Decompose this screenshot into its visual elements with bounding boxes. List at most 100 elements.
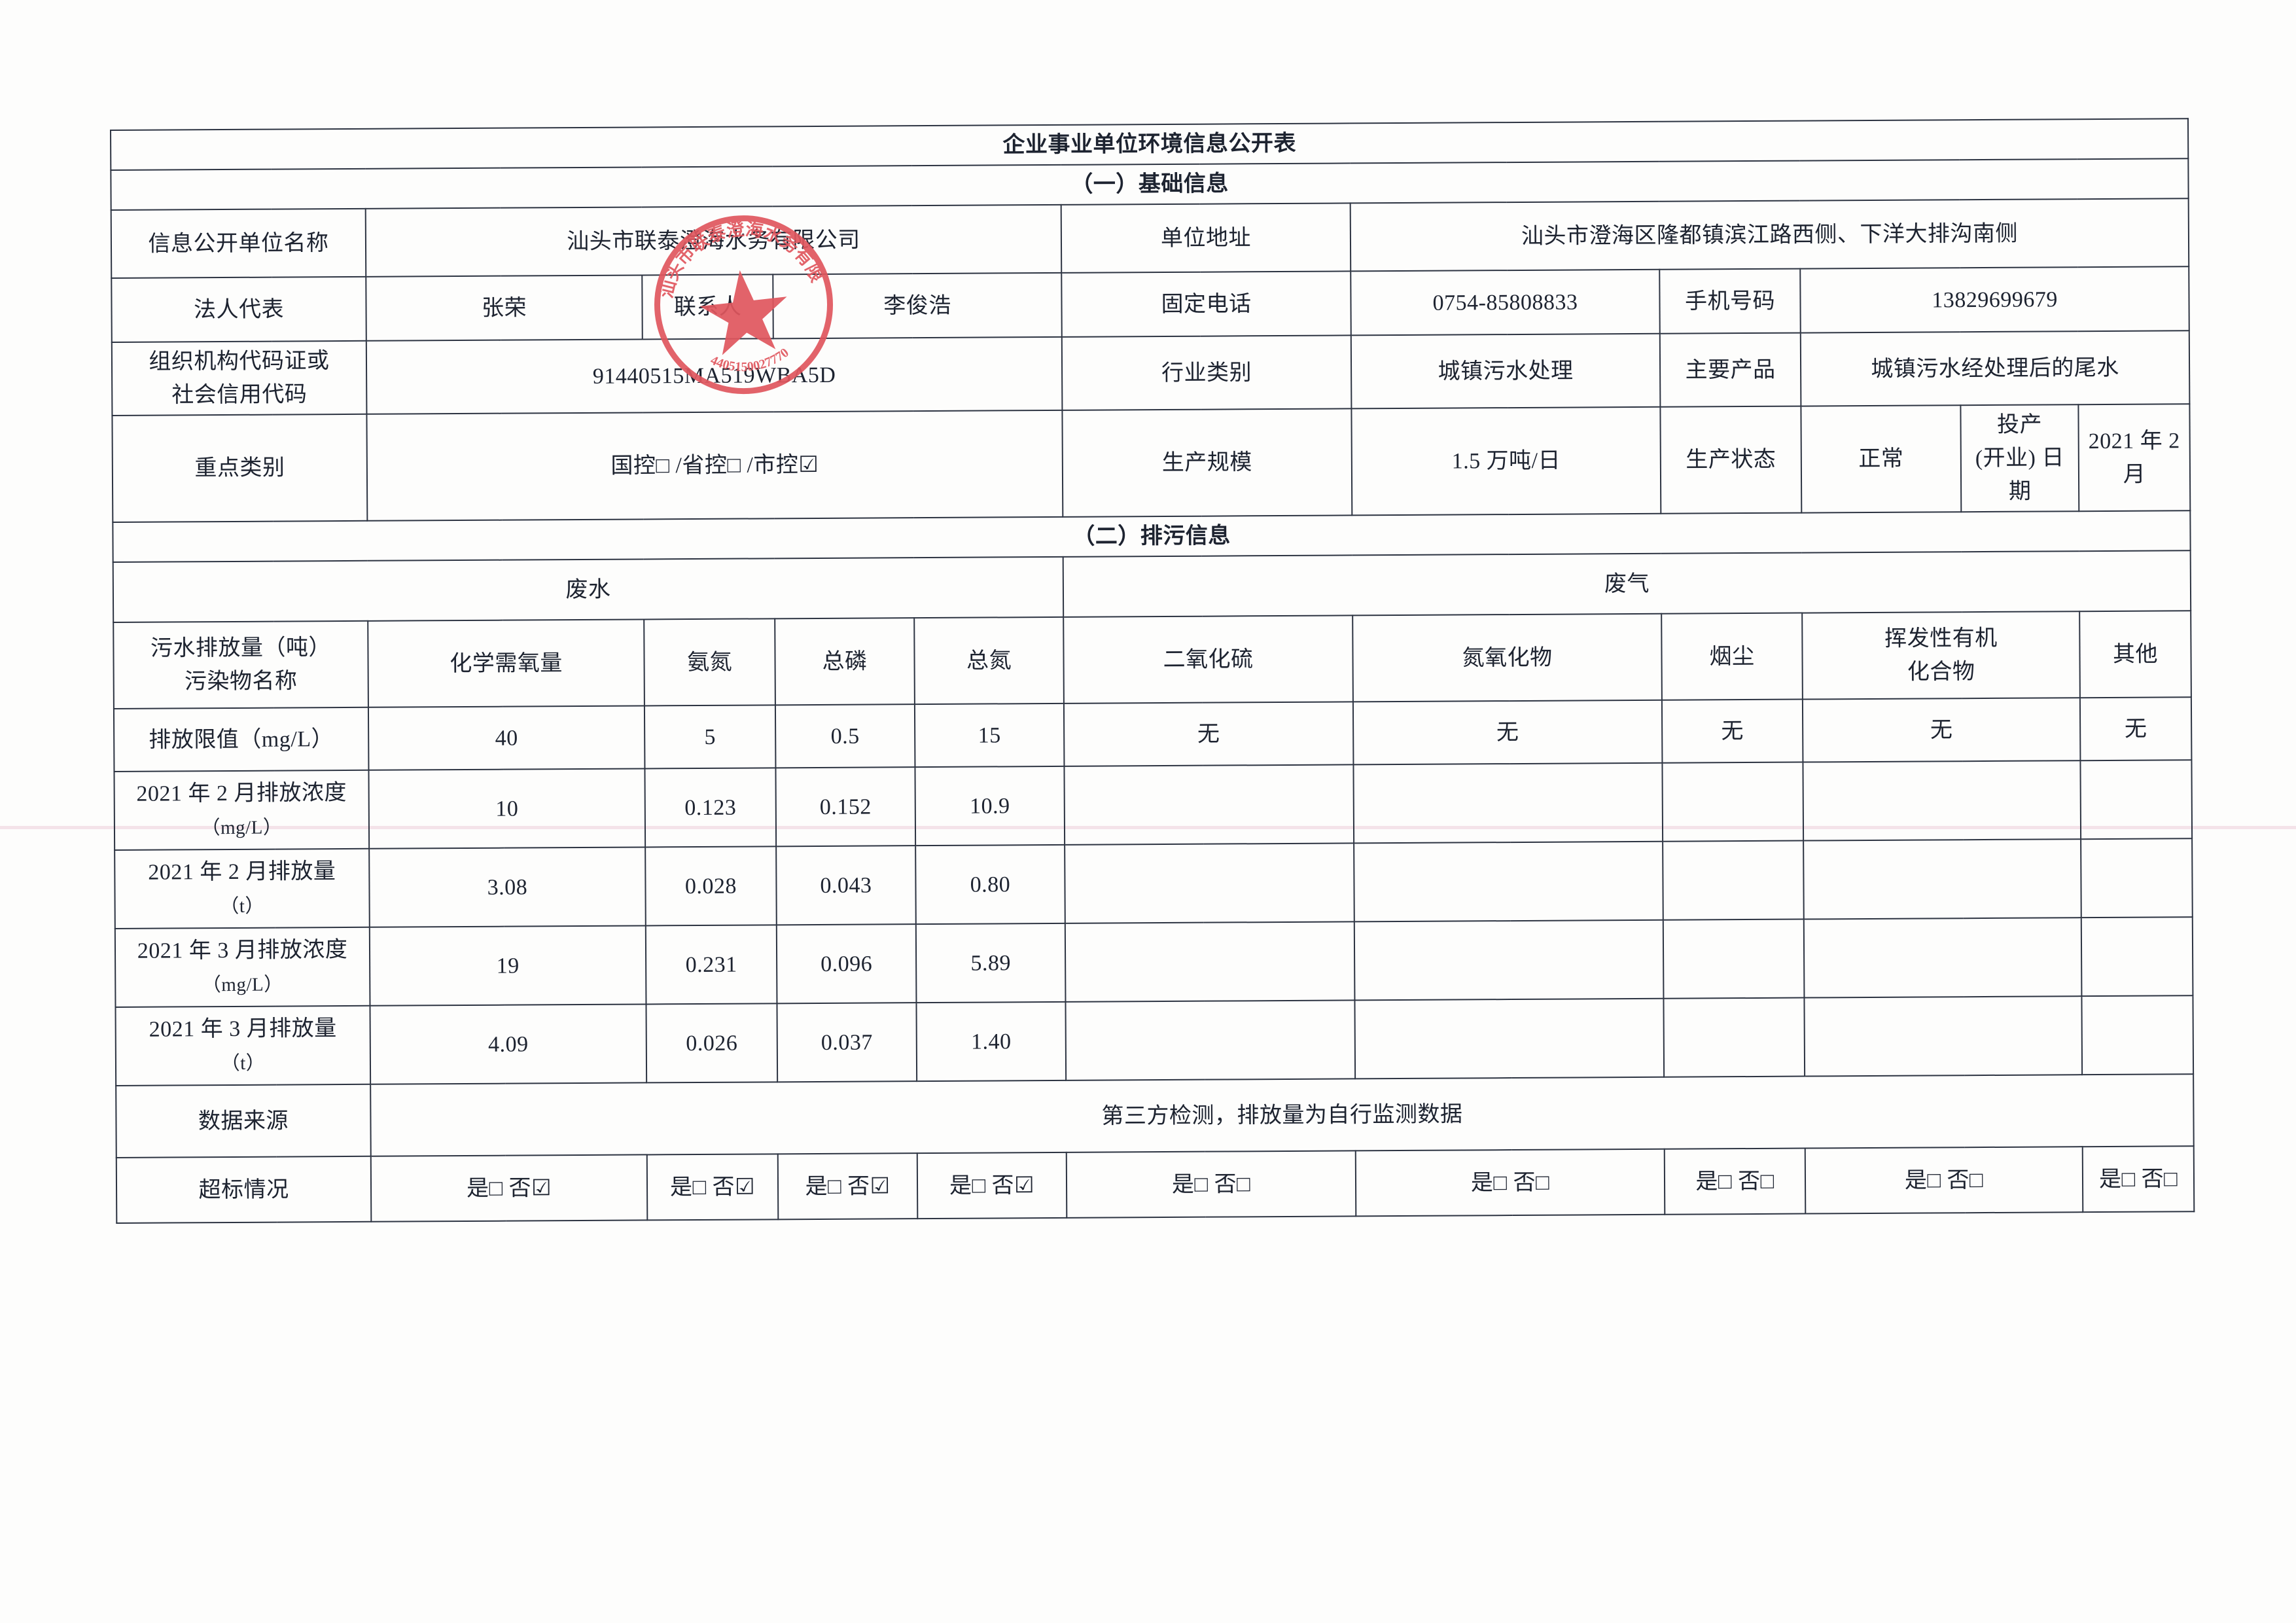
label-main-product: 主要产品 <box>1659 332 1801 407</box>
exceed-checkbox-voc[interactable]: 是□ 否□ <box>1805 1147 2083 1214</box>
header-corner-pollutant-name: 污水排放量（吨） 污染物名称 <box>113 620 368 709</box>
cell-value: 3.08 <box>369 847 646 927</box>
group-header-waste-gas: 废气 <box>1063 550 2191 617</box>
cell-value: 0.5 <box>775 704 915 768</box>
cell-value <box>2081 838 2193 918</box>
label-address: 单位地址 <box>1061 203 1351 273</box>
label-data-source: 数据来源 <box>116 1084 371 1158</box>
row-label-line1: 2021 年 2 月排放浓度 <box>136 780 347 806</box>
cell-value: 4.09 <box>370 1004 647 1084</box>
row-data-source: 数据来源 第三方检测，排放量为自行监测数据 <box>116 1074 2194 1158</box>
cell-value: 1.40 <box>916 1001 1067 1082</box>
cell-value <box>1354 841 1663 922</box>
cell-value <box>1662 762 1804 842</box>
cell-value: 0.80 <box>915 844 1065 925</box>
exceed-checkbox-total-nitrogen[interactable]: 是□ 否☑ <box>917 1152 1067 1219</box>
table-row: 2021 年 2 月排放浓度 （mg/L） 10 0.123 0.152 10.… <box>114 760 2193 850</box>
table-row: 排放限值（mg/L） 40 5 0.5 15 无 无 无 无 无 <box>113 697 2192 772</box>
label-contact: 联系人 <box>642 274 773 340</box>
cell-value: 0.026 <box>646 1003 778 1083</box>
label-startup-date-line2: (开业) 日期 <box>1975 446 2065 504</box>
exceed-checkbox-smoke-dust[interactable]: 是□ 否□ <box>1664 1148 1806 1215</box>
cell-value <box>1065 843 1354 923</box>
cell-value <box>1353 762 1663 844</box>
row-label-emission-limit: 排放限值（mg/L） <box>113 707 369 772</box>
header-col-ammonia-nitrogen: 氨氮 <box>644 618 775 706</box>
info-disclosure-sheet: 企业事业单位环境信息公开表 （一）基础信息 信息公开单位名称 汕头市联泰澄海水务… <box>110 118 2195 1224</box>
value-org-code: 91440515MA519WBA5D <box>366 336 1063 414</box>
exceed-checkbox-sulfur-dioxide[interactable]: 是□ 否□ <box>1066 1150 1356 1218</box>
value-phone: 0754-85808833 <box>1351 269 1660 336</box>
label-mobile: 手机号码 <box>1659 268 1801 334</box>
cell-value <box>1804 996 2083 1077</box>
label-unit-name: 信息公开单位名称 <box>111 208 366 278</box>
header-col-nitrogen-oxides: 氮氧化物 <box>1352 613 1662 702</box>
cell-value: 0.152 <box>775 767 916 847</box>
row-key-category: 重点类别 国控□ /省控□ /市控☑ 生产规模 1.5 万吨/日 生产状态 正常… <box>112 404 2191 522</box>
cell-value: 5.89 <box>915 923 1066 1003</box>
label-phone: 固定电话 <box>1061 271 1351 337</box>
cell-value <box>1803 918 2082 998</box>
row-label-line1: 2021 年 3 月排放量 <box>149 1016 337 1042</box>
exceed-checkbox-other[interactable]: 是□ 否□ <box>2082 1146 2195 1213</box>
table-row: 2021 年 2 月排放量 （t） 3.08 0.028 0.043 0.80 <box>115 838 2193 929</box>
cell-value: 0.028 <box>645 846 777 926</box>
row-label-line1: 2021 年 3 月排放浓度 <box>137 937 348 963</box>
label-production-scale: 生产规模 <box>1062 408 1352 517</box>
cell-value <box>1803 760 2081 841</box>
row-label-line2: （mg/L） <box>202 974 283 996</box>
cell-value: 0.231 <box>645 925 777 1005</box>
value-main-product: 城镇污水经处理后的尾水 <box>1800 330 2190 406</box>
row-label-feb-amount: 2021 年 2 月排放量 （t） <box>115 848 370 929</box>
header-col-voc-line1: 挥发性有机 <box>1884 626 1998 651</box>
table-row: 2021 年 3 月排放量 （t） 4.09 0.026 0.037 1.40 <box>115 995 2194 1086</box>
value-unit-name: 汕头市联泰澄海水务有限公司 <box>365 204 1062 277</box>
cell-value: 0.096 <box>776 924 917 1004</box>
cell-value: 19 <box>369 925 646 1006</box>
value-mobile: 13829699679 <box>1800 266 2189 333</box>
cell-value <box>2081 995 2194 1075</box>
label-industry: 行业类别 <box>1061 335 1352 410</box>
label-org-code-line1: 组织机构代码证或 <box>149 349 330 374</box>
value-key-category-checkboxes[interactable]: 国控□ /省控□ /市控☑ <box>366 410 1063 521</box>
exceed-checkbox-total-phosphorus[interactable]: 是□ 否☑ <box>777 1153 918 1220</box>
cell-value <box>1354 998 1665 1079</box>
cell-value: 无 <box>1063 702 1354 766</box>
row-label-mar-amount: 2021 年 3 月排放量 （t） <box>115 1005 371 1086</box>
row-group-headers: 废水 废气 <box>113 550 2191 622</box>
cell-value: 5 <box>644 705 776 769</box>
value-startup-date: 2021 年 2 月 <box>2078 404 2191 512</box>
value-legal-rep: 张荣 <box>366 275 643 341</box>
cell-value: 0.043 <box>776 846 916 925</box>
cell-value <box>1064 764 1354 845</box>
cell-value: 10.9 <box>915 766 1065 846</box>
cell-value: 10 <box>368 768 646 849</box>
row-label-line2: （mg/L） <box>201 817 283 839</box>
exceed-checkbox-cod[interactable]: 是□ 否☑ <box>370 1154 648 1222</box>
value-production-scale: 1.5 万吨/日 <box>1351 406 1661 516</box>
value-contact: 李俊浩 <box>773 272 1062 339</box>
row-legal-contact: 法人代表 张荣 联系人 李俊浩 固定电话 0754-85808833 手机号码 … <box>111 266 2189 342</box>
table-row: 2021 年 3 月排放浓度 （mg/L） 19 0.231 0.096 5.8… <box>115 917 2193 1007</box>
header-col-smoke-dust: 烟尘 <box>1661 613 1803 700</box>
header-col-sulfur-dioxide: 二氧化硫 <box>1063 615 1353 704</box>
cell-value: 无 <box>1352 700 1663 765</box>
cell-value: 无 <box>2079 697 2192 761</box>
label-org-code-line2: 社会信用代码 <box>171 382 308 408</box>
value-production-status: 正常 <box>1801 405 1962 513</box>
value-industry: 城镇污水处理 <box>1351 333 1661 409</box>
exceed-checkbox-ammonia-nitrogen[interactable]: 是□ 否☑ <box>646 1154 779 1221</box>
header-col-other: 其他 <box>2079 611 2191 698</box>
label-org-code: 组织机构代码证或 社会信用代码 <box>111 340 367 416</box>
exceed-checkbox-nitrogen-oxides[interactable]: 是□ 否□ <box>1355 1149 1665 1217</box>
header-col-total-phosphorus: 总磷 <box>775 618 915 705</box>
header-col-total-nitrogen: 总氮 <box>914 616 1064 705</box>
cell-value: 15 <box>914 703 1065 768</box>
label-key-category: 重点类别 <box>112 414 368 522</box>
value-data-source: 第三方检测，排放量为自行监测数据 <box>370 1074 2194 1156</box>
cell-value: 无 <box>1802 698 2081 762</box>
row-unit-name: 信息公开单位名称 汕头市联泰澄海水务有限公司 单位地址 汕头市澄海区隆都镇滨江路… <box>111 198 2189 278</box>
value-address: 汕头市澄海区隆都镇滨江路西侧、下洋大排沟南侧 <box>1350 198 2189 272</box>
header-corner-line2: 污染物名称 <box>184 669 298 694</box>
cell-value <box>2081 917 2193 997</box>
